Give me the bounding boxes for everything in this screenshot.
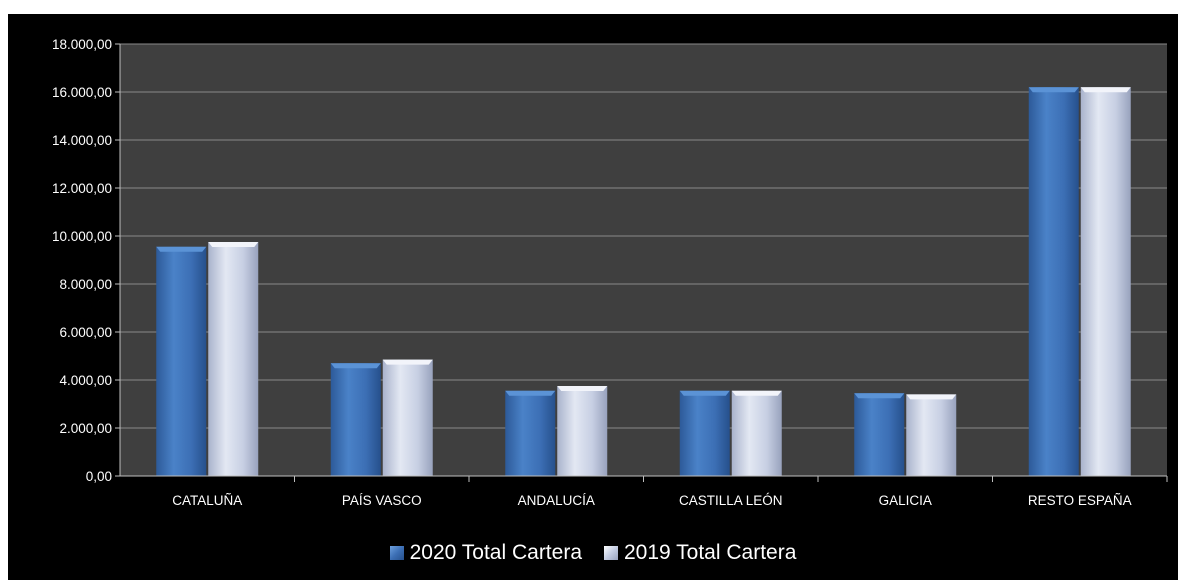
y-tick-label: 8.000,00 xyxy=(59,277,112,292)
bar-bevel xyxy=(208,242,259,247)
legend-label-2020: 2020 Total Cartera xyxy=(409,541,582,564)
y-tick-label: 18.000,00 xyxy=(52,37,112,52)
y-tick-label: 0,00 xyxy=(86,469,112,484)
x-tick-label: GALICIA xyxy=(879,493,932,508)
bar-2020 xyxy=(679,390,730,476)
legend-item-2019: 2019 Total Cartera xyxy=(604,541,796,565)
y-tick-label: 12.000,00 xyxy=(52,181,112,196)
plot-background xyxy=(120,44,1167,476)
bar-bevel xyxy=(1080,87,1131,93)
chart-area: 0,00 2.000,00 4.000,00 6.000,00 8.000,00 10.0… xyxy=(8,14,1178,580)
bar-2019 xyxy=(1080,87,1131,476)
gridlines xyxy=(120,43,1167,429)
bar-bevel xyxy=(330,363,381,369)
bar-bevel xyxy=(906,394,957,400)
bar-bevel xyxy=(679,390,730,396)
x-tick-label: PAÍS VASCO xyxy=(342,493,422,508)
legend-item-2020: 2020 Total Cartera xyxy=(389,541,582,565)
bar-bevel xyxy=(156,246,207,252)
bar-bevel xyxy=(731,390,782,396)
bar-2019 xyxy=(731,390,782,476)
legend-swatch-2020 xyxy=(389,546,404,560)
y-tick-label: 2.000,00 xyxy=(59,421,112,436)
x-tick-label: CATALUÑA xyxy=(172,493,242,508)
x-tick-label: CASTILLA LEÓN xyxy=(679,493,783,508)
bar-2020 xyxy=(854,393,905,476)
y-tick-label: 14.000,00 xyxy=(52,133,112,148)
y-tick-label: 10.000,00 xyxy=(52,229,112,244)
bar-2020 xyxy=(505,390,556,476)
legend-label-2019: 2019 Total Cartera xyxy=(624,541,797,564)
bar-bevel xyxy=(1028,87,1079,93)
legend-swatch-2019 xyxy=(604,546,618,560)
bars xyxy=(156,87,1131,476)
x-tick-label: ANDALUCÍA xyxy=(518,493,595,508)
legend: 2020 Total Cartera 2019 Total Cartera xyxy=(8,538,1178,568)
axes: 0,00 2.000,00 4.000,00 6.000,00 8.000,00 10.0… xyxy=(52,37,1168,508)
bar-2020 xyxy=(1028,87,1079,476)
bar-bevel xyxy=(382,359,433,365)
bar-2019 xyxy=(906,394,957,476)
x-tick-label: RESTO ESPAÑA xyxy=(1028,493,1132,508)
bar-2019 xyxy=(557,386,608,476)
bar-chart: 0,00 2.000,00 4.000,00 6.000,00 8.000,00 10.0… xyxy=(52,37,1168,508)
bar-2020 xyxy=(156,246,207,476)
bar-2019 xyxy=(382,359,433,476)
y-tick-label: 6.000,00 xyxy=(59,325,112,340)
y-tick-label: 4.000,00 xyxy=(59,373,112,388)
bar-2019 xyxy=(208,242,259,476)
bar-2020 xyxy=(330,363,381,476)
bar-bevel xyxy=(505,390,556,396)
bar-bevel xyxy=(854,393,905,399)
y-tick-label: 16.000,00 xyxy=(52,85,112,100)
bar-bevel xyxy=(557,386,608,391)
